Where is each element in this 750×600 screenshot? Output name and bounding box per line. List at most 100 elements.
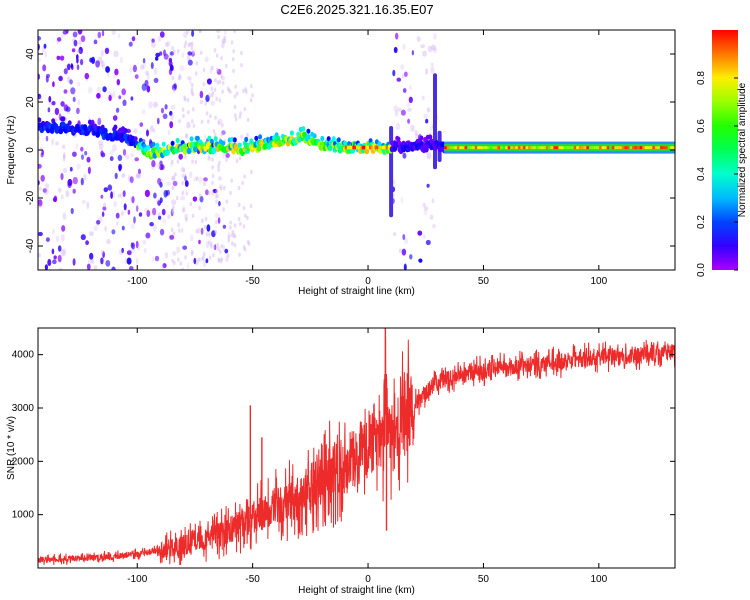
spectral-cell (133, 128, 138, 134)
spectral-cell (190, 82, 194, 88)
spectral-cell (72, 96, 76, 103)
spectral-cell (525, 146, 529, 150)
spectral-cell (184, 180, 189, 188)
spectral-cell (377, 141, 382, 147)
spectral-cell (136, 205, 139, 212)
spectral-cell (359, 145, 362, 150)
spectral-cell (171, 159, 174, 165)
spectral-cell (251, 93, 254, 98)
colorbar-tick-label: 0.0 (696, 263, 707, 277)
spectral-cell (220, 56, 223, 61)
spectral-cell (189, 201, 193, 207)
spectral-cell (139, 122, 144, 127)
spectral-cell (222, 129, 226, 134)
spectral-cell (407, 118, 411, 124)
snr-frame (37, 327, 676, 569)
spectral-cell (199, 90, 204, 99)
spectral-cell (178, 228, 181, 233)
spectral-cell (224, 30, 227, 35)
spectral-cell (250, 169, 253, 175)
snr-series-line (38, 337, 675, 566)
colorbar-tick-label: 0.2 (696, 215, 707, 229)
spectral-cell (392, 69, 396, 77)
spectral-cell (146, 73, 150, 81)
spectral-cell (38, 73, 41, 80)
spectral-cell (57, 254, 62, 263)
spectral-cell (614, 146, 618, 150)
spectral-cell (222, 244, 226, 251)
spectral-cell (246, 215, 249, 221)
spectral-cell (153, 192, 157, 199)
spectral-cell (205, 111, 209, 116)
spectral-cell (215, 219, 218, 225)
spectral-cell (422, 50, 427, 57)
spectral-cell (182, 208, 185, 213)
spectral-cell (423, 209, 428, 216)
spectral-cell (219, 249, 222, 254)
spectral-cell (135, 240, 139, 249)
colorbar-tick-label: 0.4 (696, 167, 707, 181)
spectral-cell (660, 146, 663, 150)
spectral-cell (249, 97, 253, 103)
spectral-cell (189, 234, 194, 242)
spectral-cell (121, 88, 126, 96)
spectral-cell (83, 173, 87, 181)
spectral-cell (133, 136, 138, 142)
spectral-cell (637, 146, 641, 150)
spectral-cell (111, 229, 116, 235)
spectral-cell (301, 126, 306, 132)
spectral-cell (581, 146, 585, 150)
spectral-cell (202, 82, 206, 87)
spectral-cell (639, 146, 643, 150)
spectral-cell (181, 227, 184, 233)
spectral-cell (65, 106, 71, 112)
spectral-cell (159, 228, 165, 236)
spectral-cell (65, 30, 69, 34)
spectral-cell (426, 183, 430, 188)
spectral-cell (76, 107, 80, 115)
spectral-cell (345, 145, 348, 150)
spectral-cell (78, 46, 83, 55)
spectral-cell (619, 146, 623, 150)
spectral-cell (93, 265, 98, 270)
spectral-cell (152, 152, 158, 159)
spectral-cell (221, 80, 225, 86)
spectral-cell (86, 201, 90, 210)
spectral-cell (155, 56, 159, 61)
spectral-cell (422, 202, 426, 208)
spectral-cell (67, 178, 73, 187)
spectral-cell (111, 266, 116, 270)
spectral-cell (112, 144, 117, 152)
spectral-cell (135, 173, 141, 179)
spectral-cell (107, 184, 113, 191)
spectral-cell (87, 86, 93, 94)
spectral-cell (306, 128, 311, 134)
spectral-cell (71, 48, 76, 53)
spectral-cell (95, 60, 100, 68)
spectral-cell (221, 41, 225, 49)
spectral-cell (214, 132, 217, 138)
spectral-cell (393, 105, 399, 112)
spectral-cell (200, 218, 204, 224)
spectral-cell (140, 64, 145, 70)
spectral-cell (111, 30, 116, 35)
spectral-cell (495, 146, 498, 150)
spectral-cell (479, 146, 483, 150)
spectral-cell (588, 146, 592, 150)
spectral-cell (122, 148, 127, 156)
spectral-cell (183, 95, 186, 101)
spectral-cell (505, 146, 509, 150)
spectral-cell (208, 255, 212, 260)
spectral-cell (171, 84, 177, 91)
spectral-cell (403, 263, 407, 270)
spectral-cell (385, 145, 388, 150)
spectral-cell (220, 73, 223, 79)
spectral-cell (187, 43, 191, 48)
spectral-cell (497, 146, 501, 150)
spectral-cell (89, 231, 94, 237)
spectral-cell (211, 173, 215, 179)
spectral-cell (507, 146, 511, 150)
spectral-cell (191, 30, 195, 37)
spectral-cell (211, 190, 214, 196)
spectral-cell (395, 122, 401, 131)
